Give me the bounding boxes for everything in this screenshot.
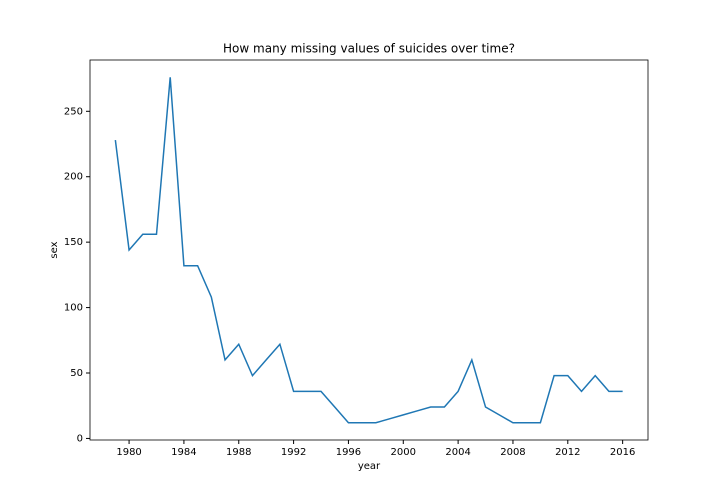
y-tick-label: 100	[64, 303, 83, 314]
y-tick-label: 50	[70, 368, 83, 379]
y-tick-label: 250	[64, 106, 83, 117]
chart-title: How many missing values of suicides over…	[223, 42, 515, 56]
x-tick-label: 2004	[445, 447, 470, 458]
x-tick-label: 2008	[500, 447, 525, 458]
x-tick-label: 1980	[116, 447, 141, 458]
line	[114, 77, 623, 424]
x-tick-label: 2016	[610, 447, 635, 458]
y-tick-label: 150	[64, 237, 83, 248]
x-tick-label: 1996	[336, 447, 361, 458]
x-axis-label: year	[358, 461, 381, 472]
x-tick-label: 1988	[226, 447, 251, 458]
plot-frame	[89, 59, 649, 441]
y-tick-label: 200	[64, 172, 83, 183]
y-axis-label: sex	[49, 241, 60, 258]
x-tick-label: 2012	[555, 447, 580, 458]
x-tick-label: 1992	[281, 447, 306, 458]
x-tick-label: 1984	[171, 447, 196, 458]
x-tick-label: 2000	[391, 447, 416, 458]
y-tick-label: 0	[77, 433, 83, 444]
